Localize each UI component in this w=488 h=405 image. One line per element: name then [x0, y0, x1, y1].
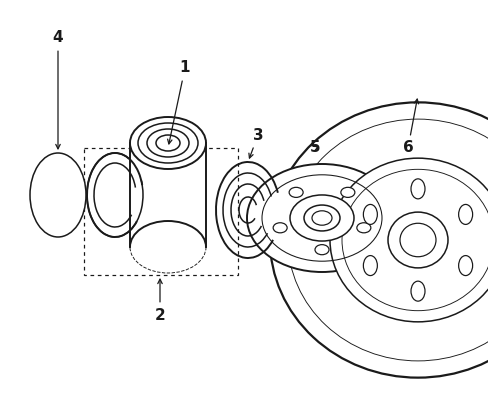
Ellipse shape — [315, 245, 329, 255]
Ellipse shape — [247, 164, 397, 272]
Ellipse shape — [341, 188, 355, 197]
Ellipse shape — [130, 117, 206, 169]
Ellipse shape — [156, 135, 180, 151]
Bar — [84, 148, 238, 275]
Ellipse shape — [289, 188, 303, 197]
Ellipse shape — [400, 223, 436, 257]
Ellipse shape — [388, 212, 448, 268]
Ellipse shape — [147, 129, 189, 157]
Ellipse shape — [364, 205, 377, 224]
Ellipse shape — [30, 153, 86, 237]
Ellipse shape — [304, 205, 340, 231]
Ellipse shape — [357, 223, 371, 233]
Ellipse shape — [312, 211, 332, 225]
Ellipse shape — [459, 256, 473, 275]
Text: 2: 2 — [155, 279, 165, 322]
Text: 4: 4 — [53, 30, 63, 149]
Ellipse shape — [270, 102, 488, 377]
Ellipse shape — [290, 195, 354, 241]
Ellipse shape — [411, 179, 425, 199]
Ellipse shape — [36, 162, 80, 228]
Text: 5: 5 — [310, 141, 320, 156]
Ellipse shape — [273, 223, 287, 233]
Text: 1: 1 — [167, 60, 190, 144]
Ellipse shape — [459, 205, 473, 224]
Ellipse shape — [42, 171, 74, 219]
Ellipse shape — [49, 181, 67, 209]
Ellipse shape — [330, 158, 488, 322]
Ellipse shape — [364, 256, 377, 275]
Text: 3: 3 — [249, 128, 264, 158]
Text: 6: 6 — [403, 99, 419, 156]
Ellipse shape — [138, 123, 198, 163]
Ellipse shape — [411, 281, 425, 301]
